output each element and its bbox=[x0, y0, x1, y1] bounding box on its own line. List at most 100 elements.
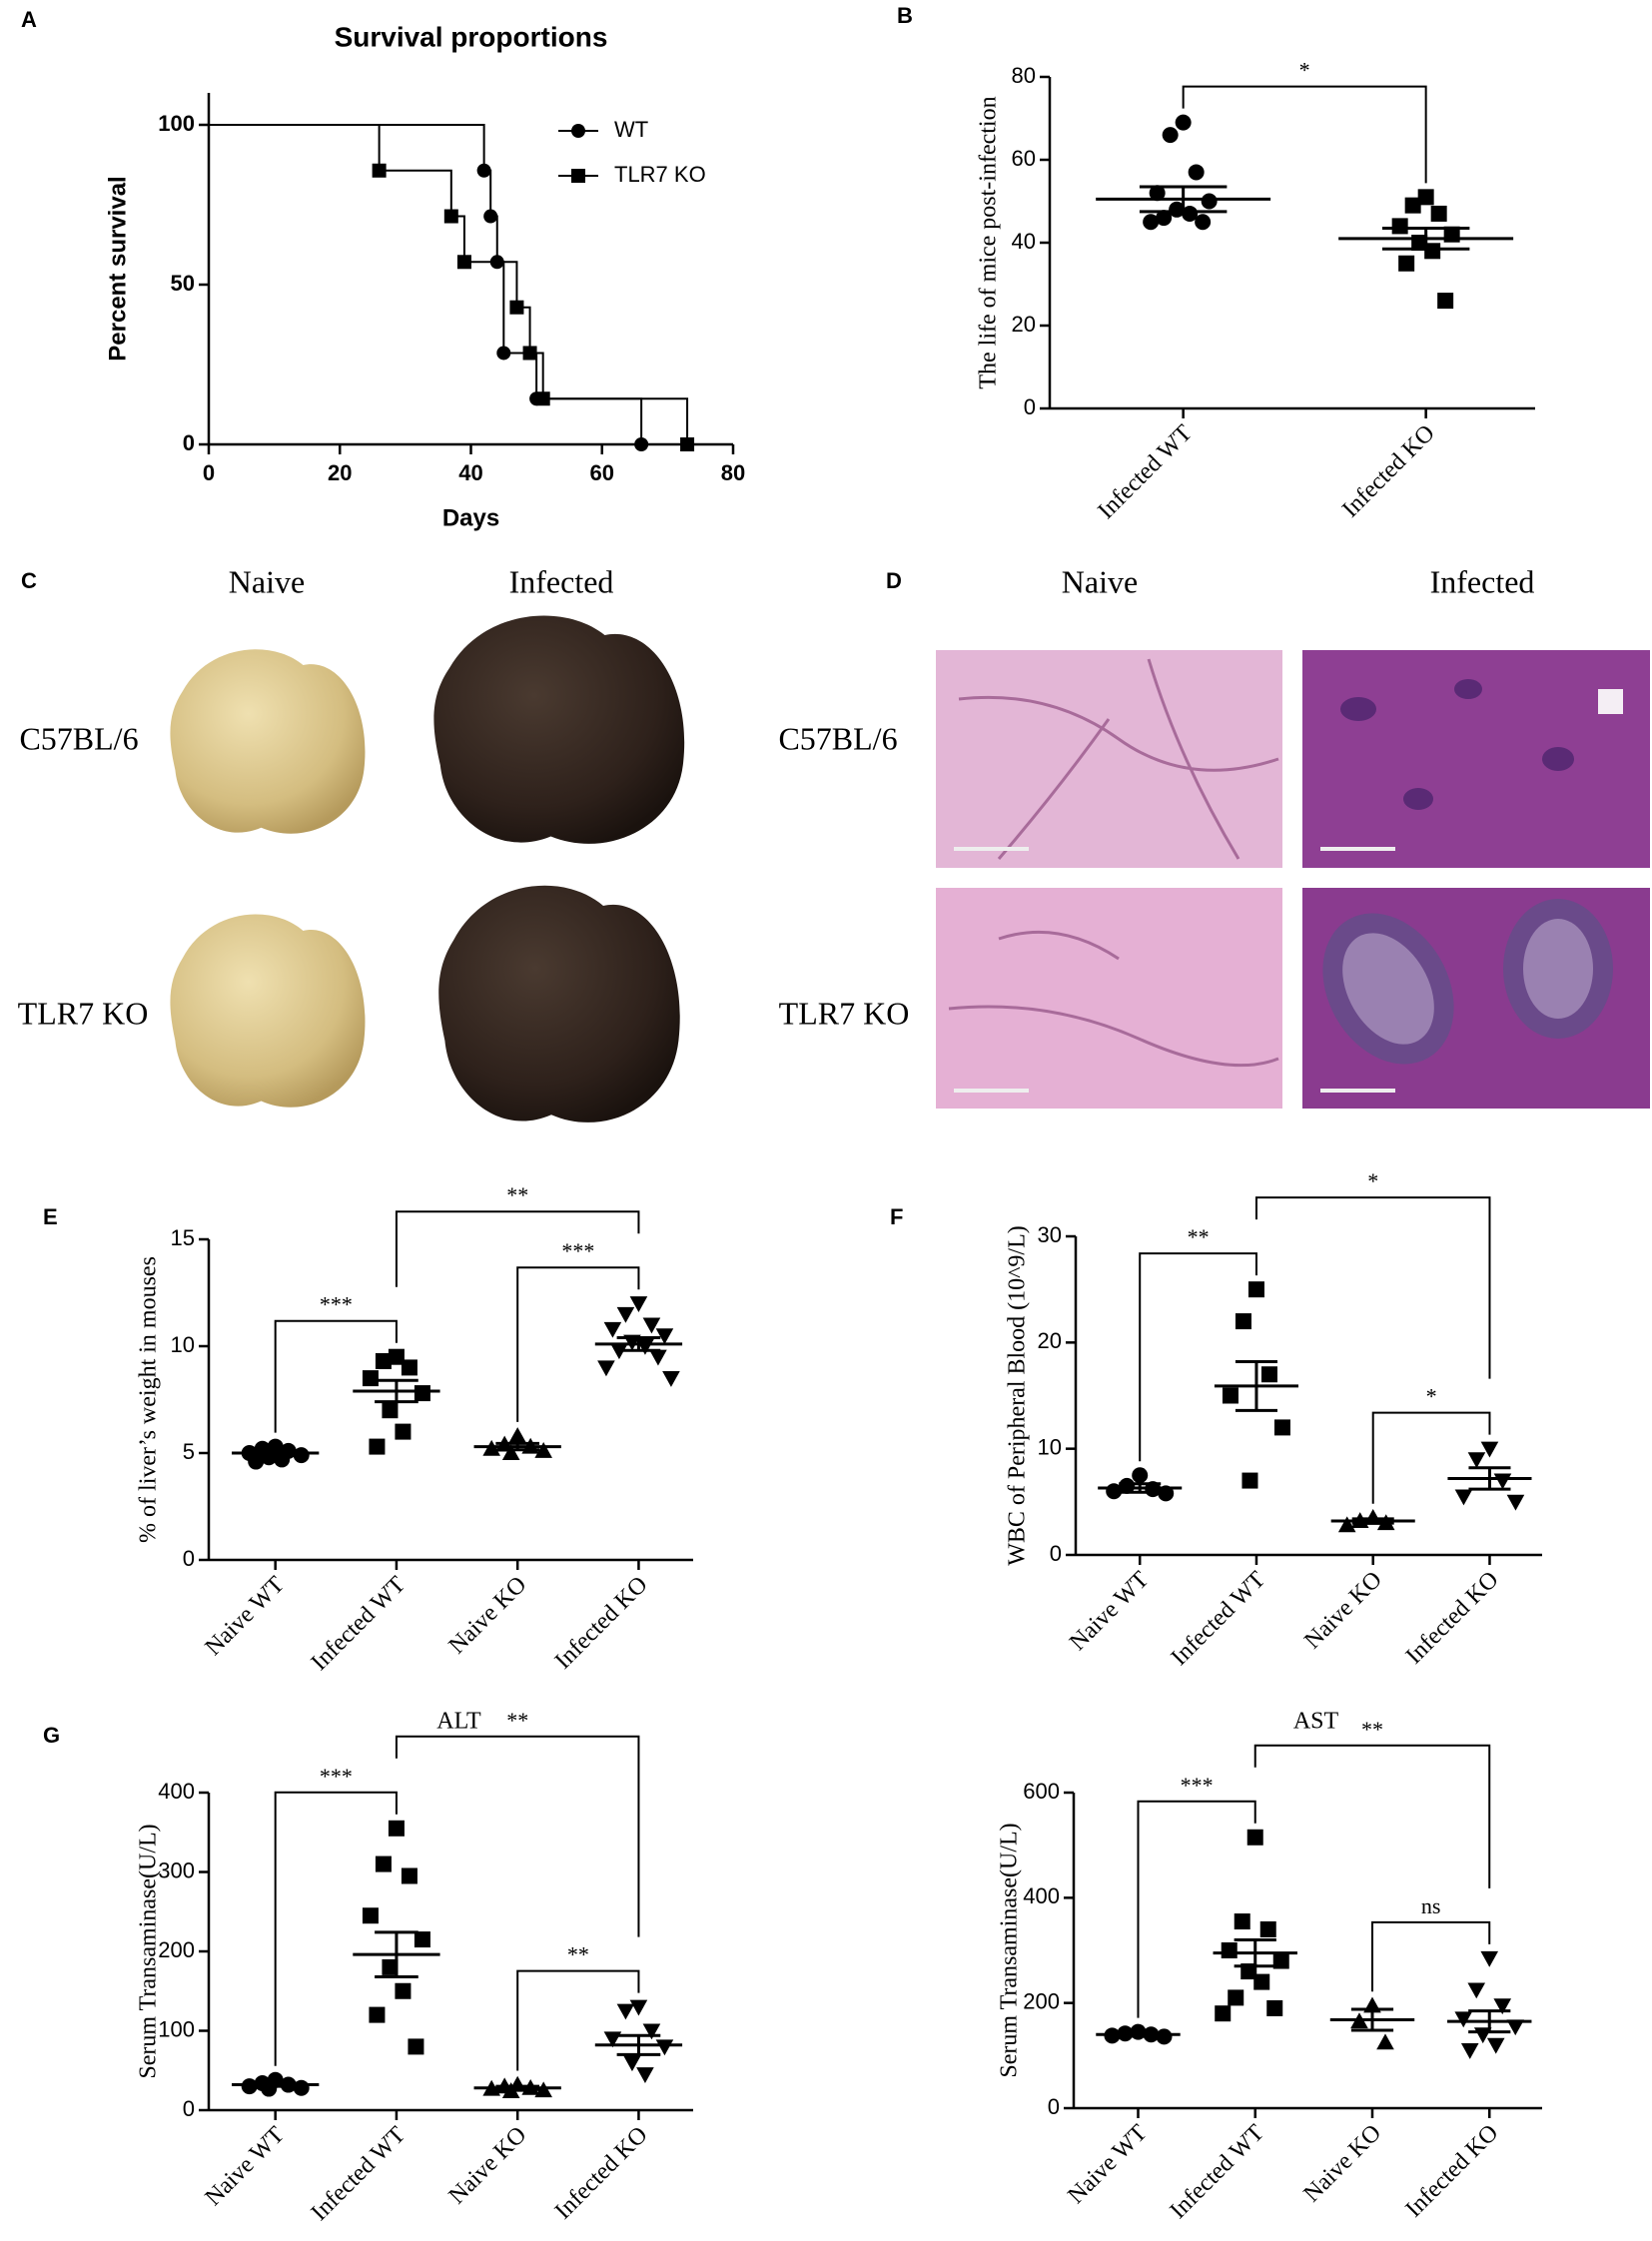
y-tick-label: 600 bbox=[1023, 1779, 1060, 1804]
y-tick-label: 0 bbox=[1050, 1541, 1062, 1566]
liver-photo bbox=[170, 914, 366, 1108]
y-tick-label: 50 bbox=[171, 271, 195, 296]
data-point bbox=[642, 1317, 661, 1334]
data-point bbox=[1417, 189, 1434, 206]
y-tick-label: 40 bbox=[1012, 229, 1036, 254]
significance-bracket bbox=[516, 1266, 640, 1422]
y-tick-label: 100 bbox=[158, 2016, 195, 2041]
error-bar bbox=[1117, 2031, 1160, 2038]
significance-label: ns bbox=[1421, 1893, 1441, 1918]
significance-bracket bbox=[1137, 1800, 1256, 2018]
data-point bbox=[1376, 2033, 1394, 2050]
data-point bbox=[534, 1442, 552, 1458]
x-tick-label: Infected KO bbox=[550, 1572, 653, 1675]
data-point bbox=[1156, 210, 1173, 227]
significance-label: ** bbox=[1361, 1717, 1383, 1742]
y-tick-label: 400 bbox=[1023, 1883, 1060, 1908]
liver-photo bbox=[438, 885, 680, 1122]
panel-letter: A bbox=[21, 7, 37, 32]
y-axis-label: Serum Transaminase(U/L) bbox=[997, 1823, 1023, 2077]
error-bar bbox=[616, 1335, 661, 1352]
row-label: C57BL/6 bbox=[778, 720, 897, 756]
column-label: Infected bbox=[509, 563, 614, 599]
data-point bbox=[388, 1348, 405, 1365]
data-point bbox=[1143, 214, 1160, 231]
x-tick-label: Infected KO bbox=[550, 2122, 653, 2225]
liver-photo bbox=[170, 649, 366, 834]
error-bar bbox=[495, 1441, 540, 1452]
data-point bbox=[1260, 1366, 1277, 1383]
data-point bbox=[1119, 1477, 1136, 1494]
y-tick-label: 200 bbox=[158, 1937, 195, 1962]
data-point bbox=[401, 1359, 417, 1376]
data-point bbox=[629, 1999, 648, 2016]
lesions bbox=[1322, 899, 1613, 1065]
data-point bbox=[623, 2055, 641, 2072]
row-label: TLR7 KO bbox=[779, 995, 910, 1031]
data-point bbox=[1182, 205, 1199, 222]
error-bar bbox=[495, 2084, 540, 2091]
data-point bbox=[1437, 293, 1454, 310]
data-point bbox=[1132, 1467, 1149, 1484]
x-tick-label: Infected KO bbox=[1401, 1567, 1504, 1670]
significance-label: ** bbox=[506, 1182, 528, 1207]
significance-bracket bbox=[1139, 1252, 1257, 1462]
x-tick-label: Infected WT bbox=[307, 2122, 412, 2227]
y-tick-label: 60 bbox=[1012, 146, 1036, 171]
data-point bbox=[1162, 127, 1179, 144]
data-point bbox=[1404, 197, 1421, 214]
significance-bracket bbox=[1182, 85, 1427, 184]
chart-title: ALT bbox=[436, 1709, 481, 1735]
data-point bbox=[375, 1352, 392, 1369]
row-label: TLR7 KO bbox=[18, 995, 149, 1031]
y-axis-label: Percent survival bbox=[104, 176, 131, 361]
panel-d: D Naive Infected C57BL/6 TLR7 KO bbox=[778, 563, 1650, 1109]
significance-bracket bbox=[395, 1735, 640, 1937]
liver-photo bbox=[433, 615, 685, 844]
survival-point bbox=[483, 209, 498, 224]
panel-letter: E bbox=[43, 1204, 58, 1229]
panel-letter: D bbox=[886, 568, 902, 593]
y-tick-label: 300 bbox=[158, 1858, 195, 1882]
data-point bbox=[369, 1438, 386, 1455]
significance-label: ** bbox=[567, 1942, 589, 1967]
column-label: Naive bbox=[1062, 563, 1138, 599]
y-tick-label: 20 bbox=[1012, 312, 1036, 337]
data-point bbox=[1222, 1387, 1239, 1404]
survival-point bbox=[476, 163, 491, 178]
panel-letter: B bbox=[897, 3, 913, 28]
y-tick-label: 10 bbox=[1038, 1434, 1062, 1459]
y-tick-label: 80 bbox=[1012, 63, 1036, 88]
data-point bbox=[1467, 1452, 1486, 1469]
error-bar bbox=[1468, 1466, 1511, 1491]
error-bar bbox=[253, 1449, 298, 1457]
error-bar bbox=[616, 2033, 661, 2056]
survival-point bbox=[634, 437, 649, 451]
x-tick-label: Naive KO bbox=[1298, 2120, 1386, 2208]
x-tick-label: Naive WT bbox=[201, 2122, 290, 2211]
significance-bracket bbox=[274, 1791, 398, 2066]
data-point bbox=[508, 1427, 526, 1443]
data-point bbox=[655, 1328, 674, 1345]
significance-label: * bbox=[1426, 1384, 1437, 1409]
x-tick-label: Naive KO bbox=[1299, 1567, 1387, 1655]
data-point bbox=[1486, 2037, 1505, 2054]
data-point bbox=[662, 1371, 680, 1387]
data-point bbox=[1454, 2011, 1473, 2028]
x-tick-label: Naive WT bbox=[201, 1572, 290, 1661]
data-point bbox=[642, 2023, 661, 2040]
data-point bbox=[1493, 1998, 1512, 2015]
error-bar bbox=[1234, 1937, 1276, 1968]
data-point bbox=[1460, 2043, 1479, 2059]
data-point bbox=[1234, 1913, 1250, 1930]
data-point bbox=[1480, 1950, 1499, 1967]
survival-line bbox=[209, 124, 689, 444]
significance-bracket bbox=[1371, 1411, 1491, 1504]
x-tick-label: 20 bbox=[328, 460, 352, 485]
y-tick-label: 0 bbox=[183, 1546, 195, 1571]
panel-letter: F bbox=[890, 1204, 903, 1229]
data-point bbox=[534, 2081, 552, 2098]
y-tick-label: 0 bbox=[1024, 394, 1036, 419]
data-point bbox=[1493, 1473, 1512, 1490]
data-point bbox=[1424, 243, 1441, 260]
